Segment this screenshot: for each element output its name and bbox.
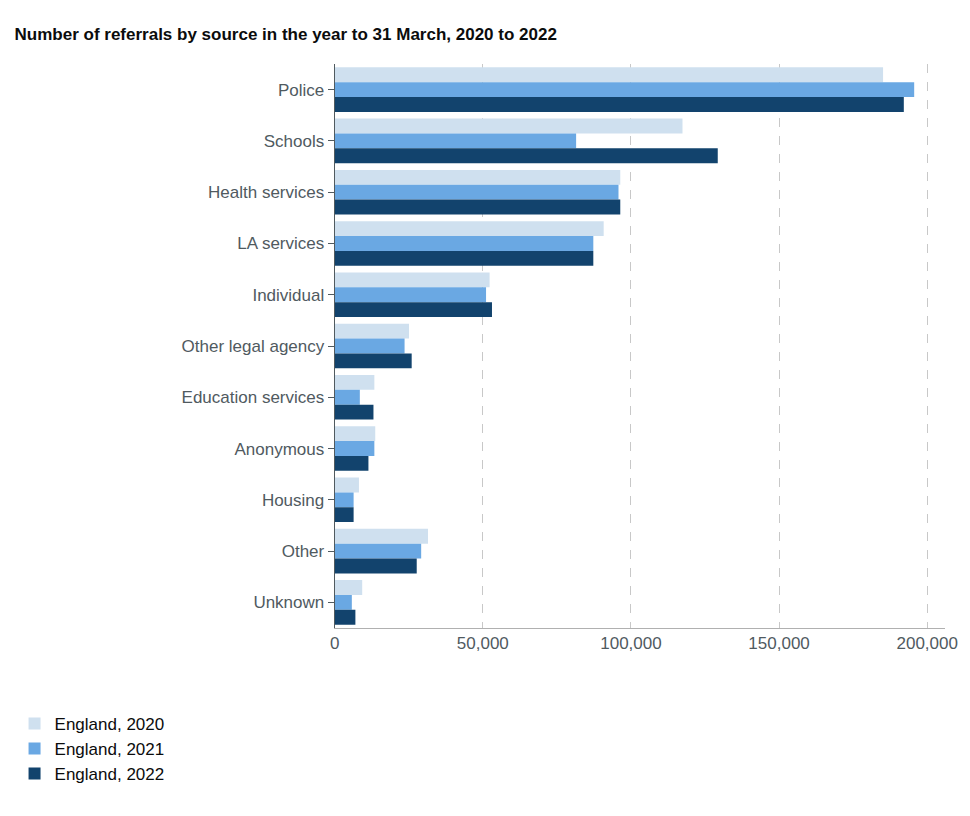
svg-text:LA services: LA services — [237, 234, 324, 253]
svg-text:Health services: Health services — [208, 183, 324, 202]
svg-text:England, 2021: England, 2021 — [55, 740, 165, 759]
svg-text:England, 2022: England, 2022 — [55, 765, 165, 784]
svg-text:Other legal agency: Other legal agency — [182, 337, 325, 356]
svg-text:Education services: Education services — [182, 388, 325, 407]
svg-text:Housing: Housing — [262, 491, 324, 510]
svg-text:Unknown: Unknown — [253, 593, 324, 612]
svg-text:150,000: 150,000 — [748, 634, 809, 653]
svg-text:50,000: 50,000 — [457, 634, 509, 653]
svg-text:Anonymous: Anonymous — [234, 440, 324, 459]
svg-text:100,000: 100,000 — [600, 634, 661, 653]
svg-text:England, 2020: England, 2020 — [55, 715, 165, 734]
svg-text:Schools: Schools — [264, 132, 324, 151]
svg-text:Other: Other — [282, 542, 325, 561]
svg-text:200,000: 200,000 — [896, 634, 957, 653]
svg-text:Individual: Individual — [252, 286, 324, 305]
svg-text:0: 0 — [330, 634, 339, 653]
svg-text:Police: Police — [278, 81, 324, 100]
svg-text:Number of referrals by source: Number of referrals by source in the yea… — [15, 25, 557, 44]
